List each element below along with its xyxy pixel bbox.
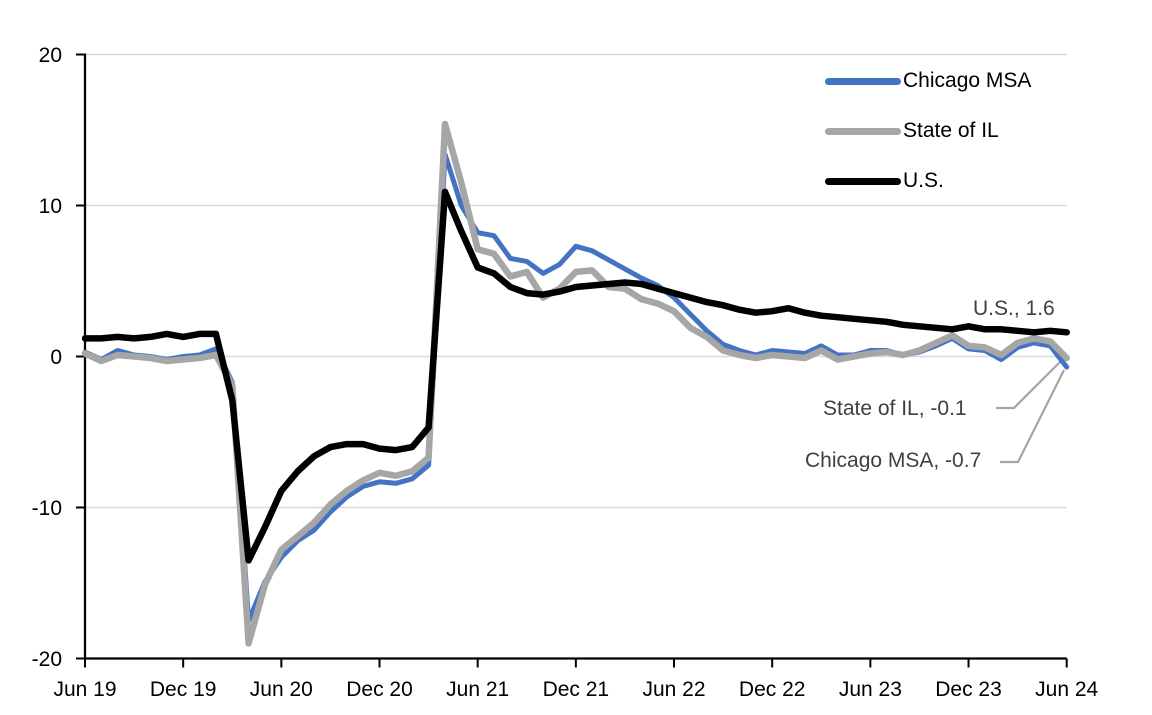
y-tick-label: -10: [32, 497, 62, 520]
series-line-state-of-il: [81, 120, 1070, 647]
x-tick-label: Dec 23: [935, 678, 1002, 701]
annotation-chicago-msa-end-value: Chicago MSA, -0.7: [805, 449, 982, 472]
x-tick-label: Jun 22: [642, 678, 705, 701]
x-tick-label: Jun 20: [250, 678, 313, 701]
legend-item-state-of-il: State of IL: [825, 106, 1031, 156]
y-tick-label: 20: [39, 44, 62, 67]
legend-label-state-of-il: State of IL: [903, 119, 999, 142]
y-tick-label: -20: [32, 648, 62, 671]
annotation-state-of-il-end-value: State of IL, -0.1: [823, 397, 967, 420]
annotation-leader-line: [996, 361, 1061, 410]
y-tick-label: 10: [39, 195, 62, 218]
annotation-us-end-value: U.S., 1.6: [973, 297, 1055, 320]
legend-swatch-chicago-msa: [825, 77, 901, 85]
x-tick-label: Dec 19: [150, 678, 217, 701]
x-tick-label: Jun 19: [53, 678, 116, 701]
legend-item-chicago-msa: Chicago MSA: [825, 56, 1031, 106]
annotation-leader-line: [1000, 369, 1066, 464]
legend-swatch-us: [825, 177, 901, 185]
x-tick-label: Dec 20: [346, 678, 413, 701]
y-tick-label: 0: [50, 346, 62, 369]
x-tick-label: Dec 22: [739, 678, 806, 701]
legend-swatch-state-of-il: [825, 127, 901, 135]
legend-label-us: U.S.: [903, 169, 944, 192]
x-tick-label: Jun 23: [839, 678, 902, 701]
legend-item-us: U.S.: [825, 156, 1031, 206]
x-tick-label: Dec 21: [543, 678, 610, 701]
series-line-u-s: [81, 188, 1070, 564]
legend: Chicago MSA State of IL U.S.: [825, 56, 1031, 206]
x-tick-label: Jun 24: [1035, 678, 1098, 701]
legend-label-chicago-msa: Chicago MSA: [903, 69, 1032, 92]
x-tick-label: Jun 21: [446, 678, 509, 701]
